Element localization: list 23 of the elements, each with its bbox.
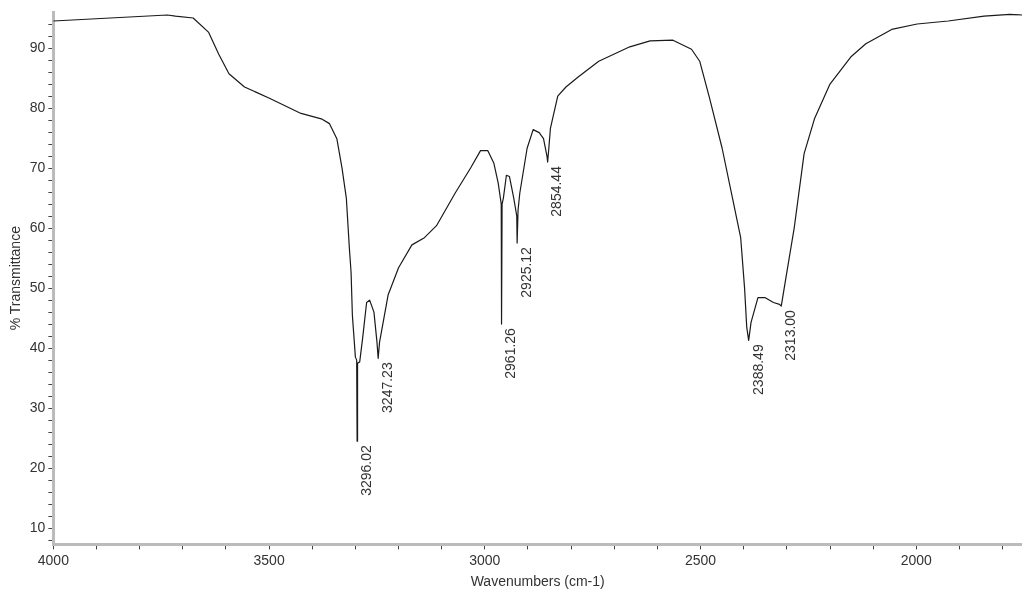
y-tick-label: 70 (29, 158, 46, 175)
annotation: 3247.23 (379, 362, 396, 413)
x-axis-title: Wavenumbers (cm-1) (470, 573, 605, 590)
y-tick-label: 20 (29, 459, 46, 476)
annotation: 2854.44 (548, 165, 565, 217)
x-tick-label: 3000 (469, 551, 501, 568)
annotation: 2925.12 (518, 246, 534, 298)
x-tick-label: 2500 (684, 551, 717, 568)
x-tick-label: 4000 (37, 551, 70, 568)
annotation: 3296.02 (357, 444, 374, 496)
annotation: 2388.49 (749, 344, 766, 395)
annotation: 2313.00 (782, 309, 799, 361)
y-tick-label: 60 (29, 218, 46, 235)
y-tick-label: 10 (29, 519, 46, 536)
y-tick-label: 40 (29, 338, 46, 355)
y-tick-label: 80 (29, 98, 46, 115)
x-tick-label: 3500 (253, 551, 285, 568)
y-tick-label: 90 (29, 38, 46, 55)
x-tick-label: 2000 (900, 551, 933, 568)
annotation: 2961.26 (502, 327, 519, 379)
y-tick-label: 50 (29, 278, 46, 295)
y-axis-title: % Transmittance (7, 225, 24, 331)
y-tick-label: 30 (29, 399, 46, 416)
